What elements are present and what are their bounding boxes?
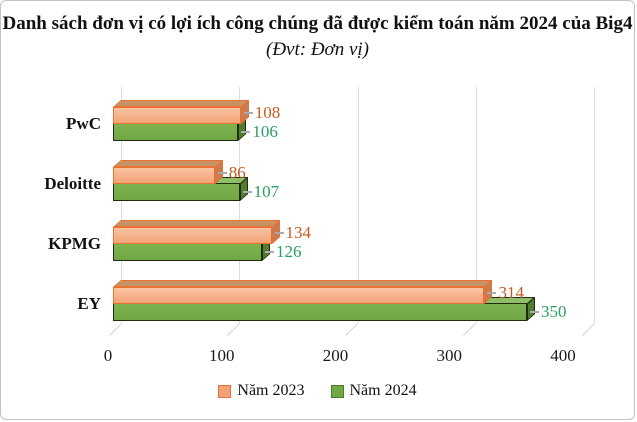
bar-2023 xyxy=(113,220,280,244)
legend-label: Năm 2024 xyxy=(349,382,417,399)
gridline-foot xyxy=(345,323,358,336)
value-leader-line xyxy=(530,311,540,313)
bar-2024 xyxy=(113,297,536,321)
gridline-foot xyxy=(108,323,122,336)
bar-front-face xyxy=(113,304,528,321)
x-axis-tick-label: 300 xyxy=(436,346,463,365)
gridline xyxy=(121,87,122,323)
value-leader-line xyxy=(241,131,251,133)
legend-label: Năm 2023 xyxy=(237,382,305,399)
value-leader-line xyxy=(274,232,284,234)
value-label: 314 xyxy=(498,283,524,302)
category-label: Deloitte xyxy=(44,174,101,193)
x-axis-tick-label: 400 xyxy=(550,346,576,365)
legend-swatch-icon xyxy=(330,384,344,398)
bar-front-face xyxy=(113,184,240,201)
bar-front-face xyxy=(113,287,485,304)
bar-top-face xyxy=(113,100,249,107)
value-leader-line xyxy=(487,292,497,294)
legend-item: Năm 2023 xyxy=(218,382,305,400)
category-label: KPMG xyxy=(48,234,101,253)
x-axis-tick-label: 0 xyxy=(103,346,113,365)
legend-item: Năm 2024 xyxy=(330,382,417,400)
bar-2023 xyxy=(113,160,223,184)
gridline-foot xyxy=(581,323,595,336)
bar-2023 xyxy=(113,100,249,124)
value-label: 108 xyxy=(254,103,281,122)
bar-front-face xyxy=(113,167,215,184)
value-leader-line xyxy=(242,191,252,193)
value-leader-line xyxy=(265,251,275,253)
gridline-foot xyxy=(226,323,240,336)
bar-front-face xyxy=(113,227,272,244)
value-label: 126 xyxy=(276,242,302,261)
chart-title-unit: (Đvt: Đơn vị) xyxy=(266,39,369,60)
x-axis-tick-label: 200 xyxy=(322,346,349,365)
bar-front-face xyxy=(113,107,241,124)
bar-2024 xyxy=(113,117,247,141)
bar-top-face xyxy=(113,220,280,227)
gridline xyxy=(594,87,596,323)
value-leader-line xyxy=(217,172,227,174)
legend-swatch-icon xyxy=(218,384,232,398)
legend: Năm 2023 Năm 2024 xyxy=(1,382,634,400)
category-label: EY xyxy=(77,294,101,313)
bar-2023 xyxy=(113,280,493,304)
bar-front-face xyxy=(113,244,263,261)
gridline-foot xyxy=(463,323,477,336)
value-label: 350 xyxy=(541,302,567,321)
chart-title-main: Danh sách đơn vị có lợi ích công chúng đ… xyxy=(2,13,633,34)
bar-2024 xyxy=(113,177,248,201)
gridline xyxy=(239,87,241,323)
bar-top-face xyxy=(113,160,223,167)
bar-front-face xyxy=(113,124,239,141)
gridline xyxy=(475,87,477,323)
x-axis-tick-label: 100 xyxy=(209,346,235,365)
chart-title: Danh sách đơn vị có lợi ích công chúng đ… xyxy=(1,11,634,63)
value-leader-line xyxy=(243,112,253,114)
value-label: 86 xyxy=(228,163,246,182)
value-label: 106 xyxy=(252,122,278,141)
gridline xyxy=(357,87,359,323)
bar-top-face xyxy=(113,280,493,287)
category-label: PwC xyxy=(66,114,101,133)
bar-2024 xyxy=(113,237,271,261)
value-label: 134 xyxy=(285,223,312,242)
value-label: 107 xyxy=(253,182,280,201)
